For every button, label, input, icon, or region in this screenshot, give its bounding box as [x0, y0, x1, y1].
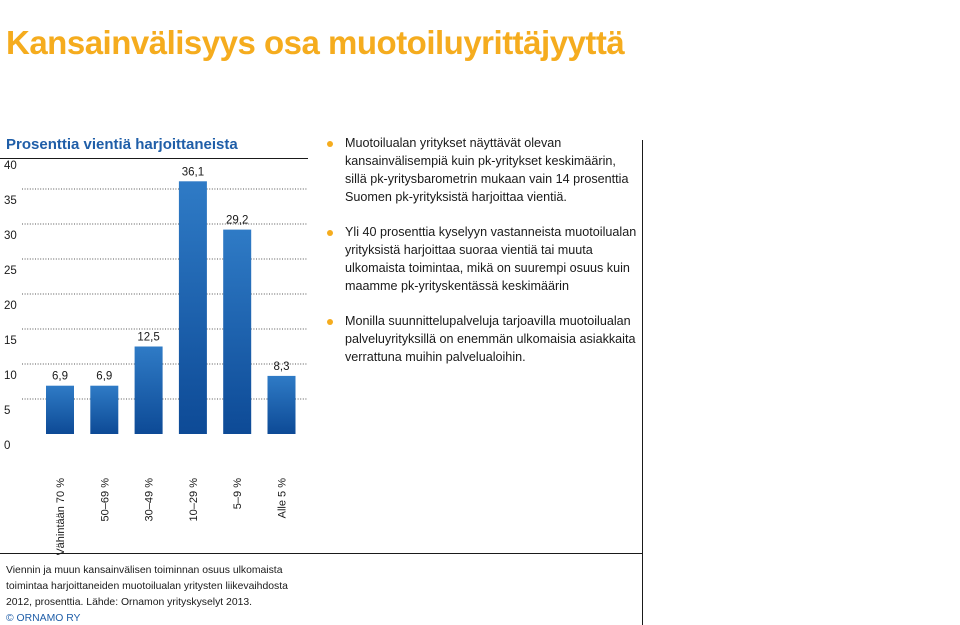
grid-lines	[22, 188, 308, 400]
y-tick-label: 25	[4, 265, 17, 277]
y-tick-label: 20	[4, 300, 17, 312]
bullet-dot-icon	[327, 141, 333, 147]
title-rule	[0, 158, 308, 159]
bars	[46, 181, 296, 434]
y-tick-label: 0	[4, 440, 10, 452]
bullet-item: Yli 40 prosenttia kyselyyn vastanneista …	[326, 223, 638, 295]
y-tick-label: 30	[4, 230, 17, 242]
y-tick-label: 40	[4, 160, 17, 172]
x-axis-categories: Vähintään 70 % 50–69 % 30–49 % 10–29 % 5–9 %…	[55, 478, 289, 555]
y-tick-label: 5	[4, 405, 10, 417]
bar-value-labels: 6,9 6,9 12,5 36,1 29,2 8,3	[52, 166, 290, 382]
x-category-label: 5–9 %	[232, 478, 244, 509]
vertical-divider	[642, 140, 643, 625]
x-category-label: Vähintään 70 %	[55, 478, 67, 555]
x-category-label: 30–49 %	[144, 478, 156, 522]
bullet-text: Monilla suunnittelupalveluja tarjoavilla…	[345, 314, 636, 364]
bar	[223, 229, 252, 434]
bar-value-label: 6,9	[52, 371, 68, 383]
y-tick-label: 10	[4, 370, 17, 382]
bullet-list: Muotoilualan yritykset näyttävät olevan …	[326, 134, 638, 366]
bullet-dot-icon	[327, 319, 333, 325]
bullet-text: Muotoilualan yritykset näyttävät olevan …	[345, 136, 629, 204]
copyright: © ORNAMO RY	[6, 613, 81, 624]
chart-title: Prosenttia vientiä harjoittaneista	[6, 136, 238, 153]
bar	[90, 385, 119, 434]
x-category-label: Alle 5 %	[277, 478, 289, 519]
bar-value-label: 12,5	[137, 332, 159, 344]
bullet-dot-icon	[327, 230, 333, 236]
x-category-label: 50–69 %	[99, 478, 111, 522]
y-axis-ticks: 0 5 10 15 20 25 30 35 40	[4, 160, 17, 452]
bullet-item: Monilla suunnittelupalveluja tarjoavilla…	[326, 312, 638, 366]
bullet-text: Yli 40 prosenttia kyselyyn vastanneista …	[345, 225, 637, 293]
bottom-divider	[0, 553, 643, 554]
y-tick-label: 15	[4, 335, 17, 347]
bar	[267, 375, 296, 434]
bar-chart: 0 5 10 15 20 25 30 35 40 6,9 6,9 12,5 36,1 29,2 8,3 V…	[4, 160, 308, 555]
bar	[178, 181, 207, 434]
bar	[46, 385, 74, 434]
bar-value-label: 8,3	[274, 361, 290, 373]
y-tick-label: 35	[4, 195, 17, 207]
chart-footnote: Viennin ja muun kansainvälisen toiminnan…	[6, 565, 288, 608]
bar	[134, 346, 163, 434]
x-category-label: 10–29 %	[188, 478, 200, 522]
page-title: Kansainvälisyys osa muotoiluyrittäjyyttä	[6, 24, 625, 61]
bar-value-label: 29,2	[226, 215, 248, 227]
bar-value-label: 6,9	[96, 371, 112, 383]
bar-value-label: 36,1	[182, 166, 204, 178]
bullet-item: Muotoilualan yritykset näyttävät olevan …	[326, 134, 638, 206]
